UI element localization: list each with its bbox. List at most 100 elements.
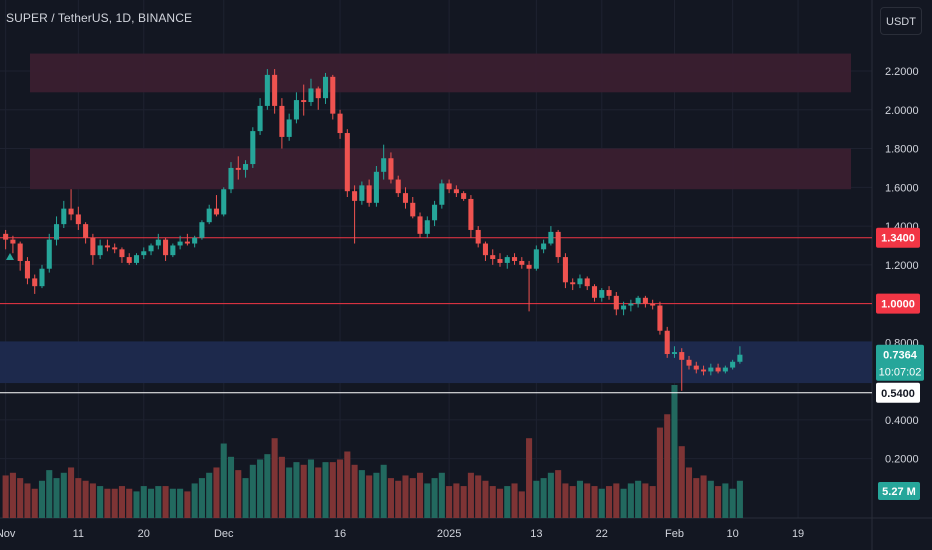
candle-body: [112, 247, 118, 250]
candle: [657, 301, 663, 335]
volume-bar: [526, 438, 533, 518]
volume-bar: [438, 472, 445, 518]
last-volume-label: 5.27 M: [882, 486, 916, 498]
candle: [708, 363, 714, 376]
candle: [97, 239, 103, 260]
candle: [359, 181, 365, 205]
candle-body: [424, 220, 430, 234]
candle-body: [366, 185, 372, 203]
candle-body: [657, 305, 663, 331]
candle: [90, 233, 96, 265]
volume-bar: [627, 483, 634, 518]
candle: [257, 98, 263, 135]
volume-bar: [53, 478, 60, 518]
candle-body: [264, 74, 270, 106]
price-tick-label: 1.2000: [885, 260, 919, 272]
candle: [613, 291, 619, 316]
volume-bar: [649, 486, 656, 518]
candle-body: [541, 243, 547, 250]
volume-bar: [562, 483, 569, 518]
candle-body: [163, 239, 169, 256]
candle-body: [439, 183, 445, 205]
candle-body: [701, 369, 707, 372]
candles: [3, 69, 743, 391]
candle: [497, 253, 503, 267]
candle-body: [68, 208, 74, 215]
volume-bar: [722, 483, 729, 518]
candle: [599, 288, 605, 302]
candle-body: [199, 222, 205, 238]
volume-bar: [82, 480, 89, 518]
candle: [453, 185, 459, 198]
volume-bar: [206, 472, 213, 518]
markers: [6, 253, 14, 260]
candle: [606, 286, 612, 300]
volume-bar: [191, 483, 198, 518]
price-tick-label: 1.6000: [885, 182, 919, 194]
volume-bar: [569, 486, 576, 518]
time-axis[interactable]: Nov 11 20 Dec 16 2025 13 22 Feb 10 19: [0, 528, 804, 540]
candle: [664, 326, 670, 358]
volume-bar: [613, 483, 620, 518]
candle: [330, 74, 336, 120]
candle-body: [97, 245, 103, 256]
candle-body: [359, 185, 365, 201]
candle: [461, 191, 467, 201]
volume-bars: [2, 385, 743, 518]
candle: [628, 299, 634, 312]
volume-bar: [402, 475, 409, 518]
candle: [141, 247, 147, 260]
volume-bar: [540, 478, 547, 518]
candle-body: [155, 239, 161, 246]
candle-body: [686, 359, 692, 366]
price-axis[interactable]: 2.20002.00001.80001.60001.40001.20000.80…: [885, 66, 919, 466]
candle-body: [104, 245, 110, 248]
candle-body: [381, 158, 387, 172]
volume-bar: [446, 486, 453, 518]
volume-bar: [227, 456, 235, 518]
candle-body: [32, 278, 38, 287]
candle: [388, 152, 394, 184]
candle-body: [475, 229, 481, 244]
candle-body: [373, 171, 379, 203]
volume-bar: [337, 459, 344, 518]
volume-bar: [409, 478, 416, 518]
candle: [395, 175, 401, 198]
candle: [199, 220, 205, 240]
volume-bar: [242, 478, 249, 518]
candle: [439, 179, 445, 209]
candle-body: [388, 158, 394, 180]
candle-body: [446, 183, 452, 190]
candle: [83, 222, 89, 244]
candle: [650, 299, 656, 310]
volume-bar: [584, 483, 591, 518]
candle: [490, 249, 496, 265]
candle-body: [497, 259, 503, 263]
candle-body: [46, 239, 52, 269]
candle-body: [3, 233, 9, 240]
candle-body: [642, 297, 648, 304]
volume-bar: [555, 470, 562, 518]
candle-body: [562, 257, 568, 283]
candle: [322, 72, 329, 104]
candle-body: [591, 286, 598, 298]
candle: [591, 284, 598, 302]
candle-body: [512, 257, 518, 261]
candle-body: [133, 255, 140, 263]
candle-body: [613, 295, 619, 310]
candle-body: [301, 100, 307, 103]
volume-bar: [373, 472, 380, 518]
level-price-label: 0.5400: [881, 388, 915, 400]
volume-bar: [155, 486, 162, 518]
volume-bar: [184, 491, 191, 518]
candle-body: [352, 191, 358, 201]
candle: [17, 241, 23, 271]
time-tick-label: 11: [73, 528, 84, 540]
candle: [730, 359, 736, 370]
volume-bar: [198, 478, 205, 518]
candle-body: [330, 76, 336, 114]
price-tick-label: 1.8000: [885, 144, 919, 156]
currency-button[interactable]: USDT: [880, 7, 922, 35]
